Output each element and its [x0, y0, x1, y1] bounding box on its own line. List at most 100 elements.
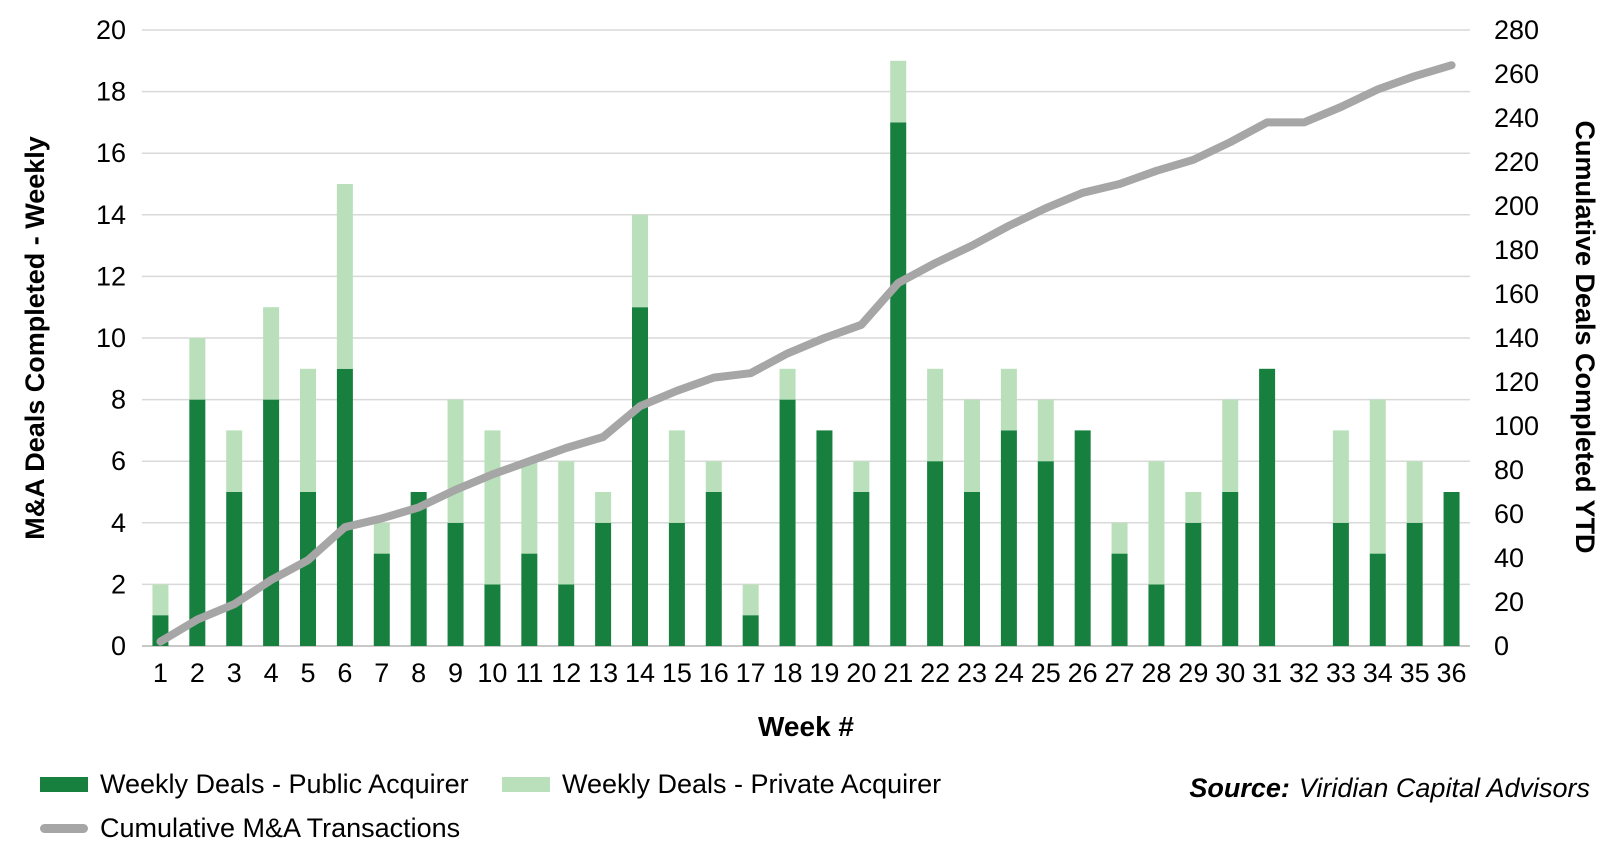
- legend-swatch-public-acquirer: [40, 776, 88, 792]
- y-left-tick-label: 20: [96, 15, 126, 45]
- y-left-tick-label: 8: [111, 385, 126, 415]
- x-tick-label: 8: [411, 658, 426, 688]
- x-tick-label: 16: [699, 658, 729, 688]
- bar-public-week-35: [1406, 522, 1423, 646]
- y-left-tick-label: 18: [96, 77, 126, 107]
- y-left-axis-title: M&A Deals Completed - Weekly: [20, 136, 50, 540]
- bar-public-week-12: [558, 584, 575, 646]
- y-left-tick-label: 10: [96, 323, 126, 353]
- bar-public-week-25: [1037, 461, 1054, 646]
- bar-private-week-11: [521, 461, 538, 554]
- x-tick-label: 5: [300, 658, 315, 688]
- x-tick-label: 33: [1326, 658, 1356, 688]
- bar-private-week-18: [779, 368, 796, 400]
- bar-private-week-22: [927, 368, 944, 462]
- bar-public-week-30: [1222, 492, 1239, 646]
- y-right-tick-label: 240: [1494, 103, 1539, 133]
- y-left-tick-label: 4: [111, 508, 126, 538]
- x-tick-label: 26: [1068, 658, 1098, 688]
- bar-private-week-21: [890, 60, 907, 123]
- x-tick-label: 1: [153, 658, 168, 688]
- bar-public-week-5: [300, 492, 316, 646]
- bar-private-week-13: [595, 492, 612, 523]
- x-tick-label: 27: [1105, 658, 1135, 688]
- legend-swatch-private-acquirer: [502, 776, 550, 792]
- x-tick-label: 13: [588, 658, 618, 688]
- x-tick-label: 35: [1400, 658, 1430, 688]
- bar-private-week-5: [300, 368, 316, 492]
- x-tick-label: 24: [994, 658, 1024, 688]
- legend-label-private-acquirer: Weekly Deals - Private Acquirer: [562, 768, 942, 799]
- bar-public-week-7: [373, 553, 390, 646]
- bar-public-week-29: [1185, 522, 1202, 646]
- bar-public-week-14: [632, 307, 648, 646]
- bar-public-week-11: [521, 553, 538, 646]
- legend-label-cumulative: Cumulative M&A Transactions: [100, 812, 461, 843]
- bar-public-week-28: [1148, 584, 1165, 646]
- x-tick-label: 12: [551, 658, 581, 688]
- bar-public-week-13: [595, 522, 612, 646]
- legend-area: Weekly Deals - Public Acquirer Weekly De…: [0, 745, 1600, 863]
- bar-private-week-3: [226, 430, 243, 492]
- cumulative-line: [156, 61, 1456, 646]
- y-right-tick-label: 80: [1494, 455, 1524, 485]
- bar-public-week-16: [705, 492, 722, 646]
- bar-public-week-26: [1074, 430, 1091, 646]
- bar-private-week-12: [558, 461, 575, 585]
- y-right-tick-label: 160: [1494, 279, 1539, 309]
- bar-public-week-9: [447, 522, 464, 646]
- y-left-tick-label: 14: [96, 200, 126, 230]
- x-tick-label: 7: [374, 658, 389, 688]
- x-tick-label: 20: [846, 658, 876, 688]
- bar-public-week-31: [1259, 368, 1276, 646]
- source-label: Source:: [1189, 773, 1290, 803]
- x-tick-label: 11: [515, 658, 543, 688]
- legend-row-1: Weekly Deals - Public Acquirer: [40, 767, 1600, 801]
- y-right-tick-label: 20: [1494, 587, 1524, 617]
- bar-private-week-16: [705, 461, 722, 492]
- legend-swatch-cumulative-line: [40, 823, 88, 833]
- legend-row-2: Cumulative M&A Transactions: [40, 811, 1600, 845]
- legend-label-public-acquirer: Weekly Deals - Public Acquirer: [100, 768, 469, 799]
- bar-public-week-34: [1369, 553, 1386, 646]
- bar-private-week-29: [1185, 492, 1202, 523]
- legend-item-public-acquirer: Weekly Deals - Public Acquirer: [40, 769, 469, 800]
- y-right-tick-label: 200: [1494, 191, 1539, 221]
- bar-public-week-36: [1443, 492, 1460, 646]
- y-right-axis-title: Cumulative Deals Completed YTD: [1570, 120, 1600, 553]
- x-tick-label: 34: [1363, 658, 1393, 688]
- bar-public-week-22: [927, 461, 944, 646]
- y-left-tick-label: 6: [111, 446, 126, 476]
- x-axis-title: Week #: [758, 711, 854, 742]
- legend-item-cumulative: Cumulative M&A Transactions: [40, 813, 460, 844]
- bar-private-week-15: [668, 430, 685, 523]
- x-tick-label: 9: [448, 658, 463, 688]
- bar-private-week-1: [152, 584, 169, 616]
- bar-private-week-23: [964, 399, 980, 492]
- x-tick-label: 28: [1141, 658, 1171, 688]
- bar-private-week-24: [1000, 368, 1017, 431]
- bar-private-week-7: [373, 522, 390, 554]
- x-tick-label: 23: [957, 658, 987, 688]
- y-left-tick-label: 2: [111, 569, 126, 599]
- y-right-tick-label: 120: [1494, 367, 1539, 397]
- x-tick-label: 32: [1289, 658, 1319, 688]
- y-right-tick-label: 140: [1494, 323, 1539, 353]
- bar-public-week-8: [410, 492, 427, 646]
- bar-public-week-18: [779, 399, 796, 646]
- y-right-tick-label: 180: [1494, 235, 1539, 265]
- x-tick-label: 3: [227, 658, 242, 688]
- bar-public-week-23: [964, 492, 980, 646]
- bar-private-week-6: [336, 184, 353, 369]
- bar-public-week-19: [816, 430, 833, 646]
- x-tick-label: 36: [1437, 658, 1467, 688]
- y-right-tick-label: 280: [1494, 15, 1539, 45]
- bar-public-week-15: [668, 522, 685, 646]
- y-right-tick-label: 60: [1494, 499, 1524, 529]
- bar-public-week-33: [1332, 522, 1349, 646]
- ma-deals-combo-chart: 0246810121416182002040608010012014016018…: [20, 15, 1600, 742]
- bar-private-week-33: [1332, 430, 1349, 523]
- bar-public-week-21: [890, 122, 907, 646]
- y-right-tick-label: 0: [1494, 631, 1509, 661]
- x-tick-label: 30: [1215, 658, 1245, 688]
